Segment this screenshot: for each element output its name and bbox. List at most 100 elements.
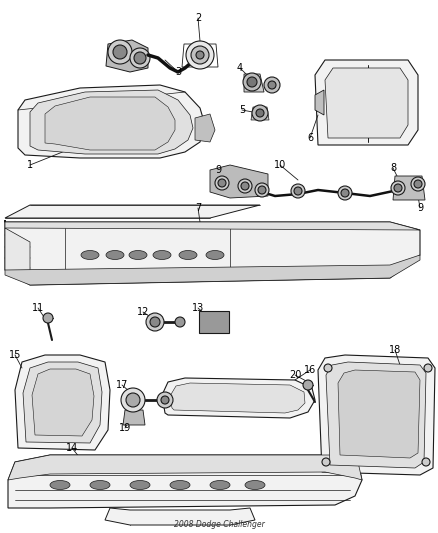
Text: 1: 1 — [27, 160, 33, 170]
Text: 12: 12 — [137, 307, 149, 317]
Circle shape — [150, 317, 160, 327]
Ellipse shape — [206, 251, 224, 260]
Text: 7: 7 — [195, 203, 201, 213]
Text: 19: 19 — [119, 423, 131, 433]
Polygon shape — [244, 74, 264, 92]
Text: 18: 18 — [389, 345, 401, 355]
Circle shape — [43, 313, 53, 323]
Polygon shape — [315, 90, 324, 115]
Polygon shape — [393, 176, 425, 200]
Text: 2: 2 — [195, 13, 201, 23]
Text: 11: 11 — [32, 303, 44, 313]
Polygon shape — [5, 255, 420, 285]
Circle shape — [258, 186, 266, 194]
Ellipse shape — [50, 481, 70, 489]
Circle shape — [134, 52, 146, 64]
FancyBboxPatch shape — [199, 311, 229, 333]
Circle shape — [146, 313, 164, 331]
Circle shape — [341, 189, 349, 197]
Circle shape — [322, 458, 330, 466]
Circle shape — [291, 184, 305, 198]
Circle shape — [303, 380, 313, 390]
Ellipse shape — [170, 481, 190, 489]
Text: 6: 6 — [307, 133, 313, 143]
Text: 3: 3 — [175, 67, 181, 77]
Circle shape — [264, 77, 280, 93]
Circle shape — [238, 179, 252, 193]
Polygon shape — [195, 114, 215, 142]
Polygon shape — [338, 370, 420, 458]
Circle shape — [424, 364, 432, 372]
Polygon shape — [30, 90, 193, 154]
Circle shape — [196, 51, 204, 59]
Circle shape — [414, 180, 422, 188]
Text: 17: 17 — [116, 380, 128, 390]
Text: 13: 13 — [192, 303, 204, 313]
Polygon shape — [318, 355, 435, 475]
Circle shape — [391, 181, 405, 195]
Polygon shape — [251, 107, 269, 120]
Polygon shape — [162, 378, 315, 418]
Text: 5: 5 — [239, 105, 245, 115]
Ellipse shape — [210, 481, 230, 489]
Circle shape — [157, 392, 173, 408]
Polygon shape — [32, 369, 94, 436]
Polygon shape — [8, 455, 362, 508]
Ellipse shape — [245, 481, 265, 489]
Circle shape — [108, 40, 132, 64]
Polygon shape — [45, 97, 175, 150]
Polygon shape — [315, 60, 418, 145]
Polygon shape — [170, 383, 305, 413]
Text: 16: 16 — [304, 365, 316, 375]
Circle shape — [121, 388, 145, 412]
Polygon shape — [5, 222, 420, 230]
Ellipse shape — [130, 481, 150, 489]
Text: 20: 20 — [289, 370, 301, 380]
Circle shape — [411, 177, 425, 191]
Circle shape — [255, 183, 269, 197]
Circle shape — [422, 458, 430, 466]
Text: 10: 10 — [274, 160, 286, 170]
Circle shape — [175, 317, 185, 327]
Circle shape — [294, 187, 302, 195]
Circle shape — [252, 105, 268, 121]
Polygon shape — [23, 362, 102, 443]
Circle shape — [241, 182, 249, 190]
Circle shape — [256, 109, 264, 117]
Circle shape — [324, 364, 332, 372]
Polygon shape — [105, 508, 255, 525]
Circle shape — [338, 186, 352, 200]
Text: 8: 8 — [390, 163, 396, 173]
Circle shape — [243, 73, 261, 91]
Text: 14: 14 — [66, 443, 78, 453]
Ellipse shape — [179, 251, 197, 260]
Text: 9: 9 — [417, 203, 423, 213]
Circle shape — [218, 179, 226, 187]
Circle shape — [215, 176, 229, 190]
Circle shape — [191, 46, 209, 64]
Circle shape — [130, 48, 150, 68]
Circle shape — [394, 184, 402, 192]
Ellipse shape — [81, 251, 99, 260]
Text: 9: 9 — [215, 165, 221, 175]
Ellipse shape — [90, 481, 110, 489]
Circle shape — [268, 81, 276, 89]
Polygon shape — [5, 205, 260, 218]
Polygon shape — [5, 220, 420, 285]
Circle shape — [247, 77, 257, 87]
Polygon shape — [8, 455, 362, 480]
Polygon shape — [325, 68, 408, 138]
Ellipse shape — [153, 251, 171, 260]
Polygon shape — [18, 85, 205, 158]
Polygon shape — [210, 165, 268, 198]
Ellipse shape — [106, 251, 124, 260]
Circle shape — [113, 45, 127, 59]
Polygon shape — [106, 40, 148, 72]
Polygon shape — [15, 355, 110, 450]
Polygon shape — [326, 362, 426, 468]
Polygon shape — [123, 410, 145, 425]
Circle shape — [126, 393, 140, 407]
Ellipse shape — [129, 251, 147, 260]
Circle shape — [161, 396, 169, 404]
Text: 4: 4 — [237, 63, 243, 73]
